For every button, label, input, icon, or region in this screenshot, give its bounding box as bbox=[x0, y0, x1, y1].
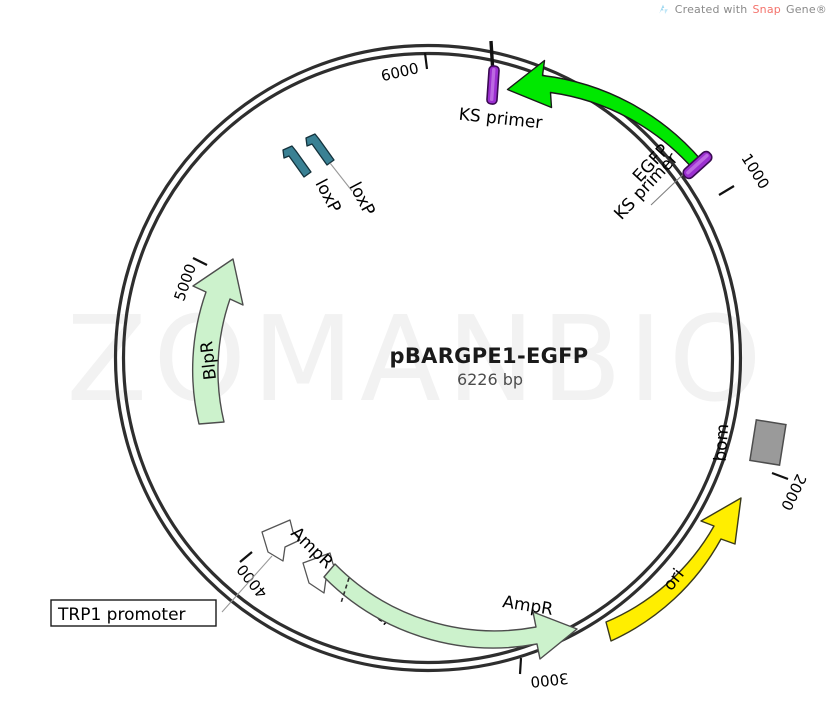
feature-label-loxp-b: loxP bbox=[345, 179, 379, 219]
feature-ampr[interactable] bbox=[323, 563, 578, 660]
feature-blpr[interactable] bbox=[192, 258, 244, 425]
attribution-prefix: Created with bbox=[674, 3, 748, 16]
feature-loxp-b[interactable] bbox=[305, 133, 353, 192]
trp1-promoter-boxed-label: TRP1 promoter bbox=[50, 599, 217, 627]
feature-label-bom: bom bbox=[711, 423, 734, 462]
attribution-brand-gene: Gene® bbox=[785, 3, 827, 16]
plasmid-length: 6226 bp bbox=[457, 370, 523, 389]
tick-label-1000: 1000 bbox=[737, 150, 773, 192]
feature-ori[interactable] bbox=[605, 497, 742, 642]
plasmid-backbone bbox=[113, 43, 743, 673]
feature-label-loxp-a: loxP bbox=[311, 176, 345, 216]
watermark-text: ZOMANBIO bbox=[66, 290, 767, 428]
snapgene-logo-icon bbox=[657, 3, 670, 16]
feature-ks-primer-right[interactable] bbox=[650, 150, 714, 206]
snapgene-attribution: Created with Snap Gene® bbox=[657, 3, 827, 16]
tick-label-3000: 3000 bbox=[530, 669, 570, 691]
attribution-brand-snap: Snap bbox=[752, 3, 781, 16]
feature-label-blpr: BlpR bbox=[197, 340, 221, 381]
feature-bom[interactable] bbox=[749, 419, 787, 466]
tick-label-6000: 6000 bbox=[379, 59, 420, 85]
feature-egfp[interactable] bbox=[506, 59, 703, 181]
feature-label-trp1-promoter: TRP1 promoter bbox=[57, 605, 186, 625]
plasmid-title: pBARGPE1-EGFP bbox=[390, 344, 589, 368]
feature-trp1-promoter[interactable] bbox=[261, 519, 301, 562]
feature-ks-primer-top[interactable] bbox=[486, 65, 500, 105]
origin-tick bbox=[489, 40, 495, 67]
trp1-promoter-leader bbox=[221, 555, 273, 613]
feature-label-ks-primer-top: KS primer bbox=[458, 105, 543, 134]
feature-label-ampr: AmpR bbox=[501, 592, 554, 620]
feature-loxp-a[interactable] bbox=[282, 145, 312, 178]
